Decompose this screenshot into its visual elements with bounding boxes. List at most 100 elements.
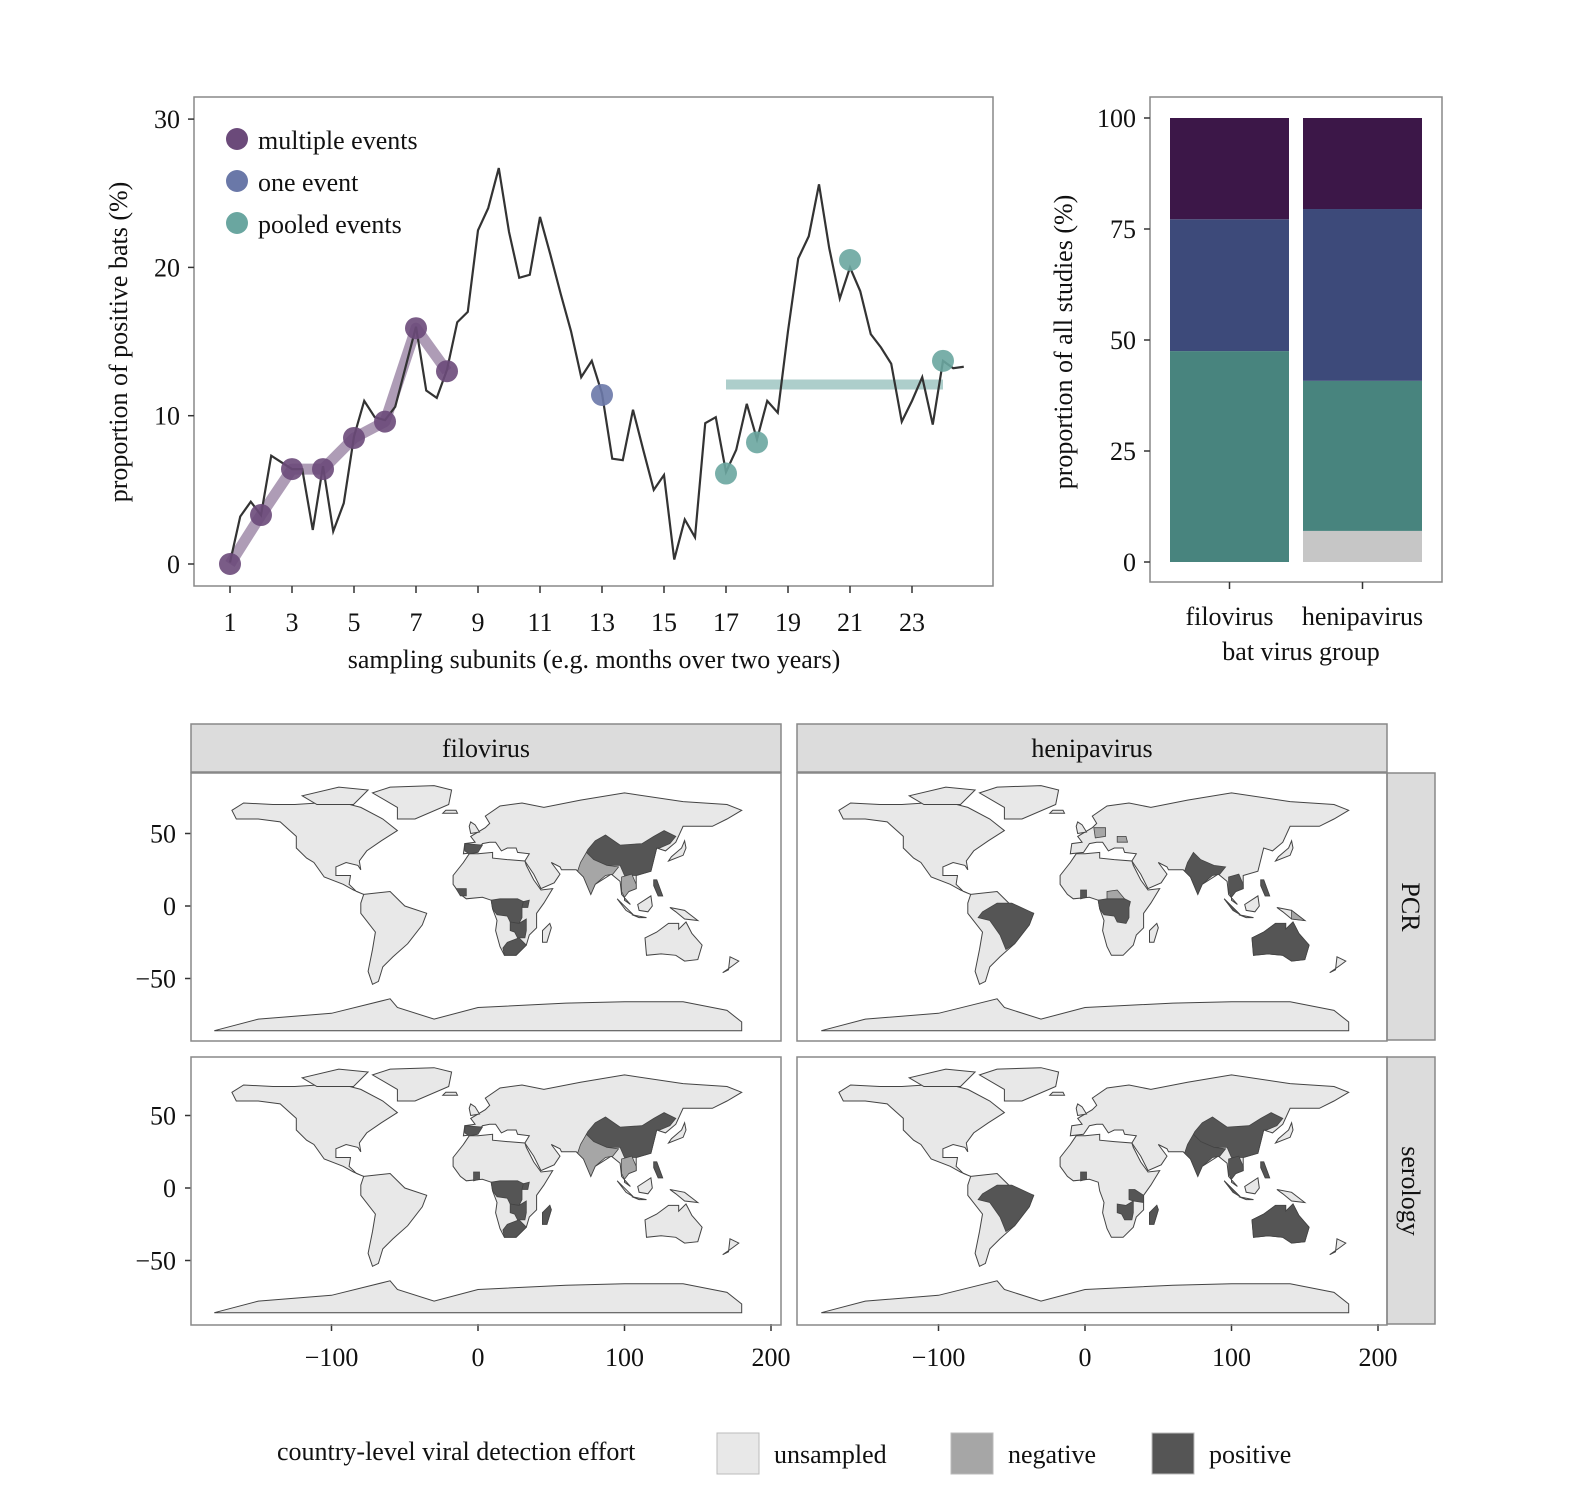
bar-segment <box>1303 209 1422 381</box>
y-tick-label: 25 <box>1110 437 1136 466</box>
map-panel-frame <box>796 1056 1388 1326</box>
y-tick-label: 0 <box>163 892 176 921</box>
multiple-event-point <box>281 458 303 481</box>
legend-swatch <box>226 212 248 234</box>
landmass <box>1244 895 1260 913</box>
facet-strip-serology <box>1386 1056 1436 1325</box>
y-tick-label: 30 <box>154 105 180 134</box>
landmass <box>631 914 647 919</box>
country-positive <box>464 1125 484 1137</box>
landmass <box>1329 956 1347 974</box>
country-positive <box>490 898 524 924</box>
map-panel-filovirus-serology <box>190 1056 782 1326</box>
underlying-series-line <box>228 167 964 563</box>
country-positive <box>509 918 527 939</box>
country-positive <box>1223 1180 1241 1198</box>
landmass <box>669 1189 700 1204</box>
country-positive <box>1228 873 1244 899</box>
landmass <box>360 890 428 986</box>
landmass <box>1329 1238 1347 1256</box>
y-tick-label: 100 <box>1097 104 1136 133</box>
bar-chart: 0 25 50 75 100 filovirus henipavirus proportio… <box>1049 96 1443 666</box>
multiple-event-point <box>312 458 334 481</box>
pooled-event-point <box>746 431 768 454</box>
x-tick-label: 11 <box>527 608 552 637</box>
landmass <box>616 1180 634 1198</box>
country-positive <box>542 1204 552 1225</box>
country-positive <box>490 1180 524 1206</box>
country-positive <box>1149 1204 1159 1225</box>
landmass <box>821 998 1350 1032</box>
y-tick-label: −50 <box>135 965 176 994</box>
landmass <box>1069 792 1350 905</box>
landmass <box>1274 839 1294 863</box>
x-tick-label: −100 <box>912 1343 966 1372</box>
multiple-event-point <box>219 553 241 575</box>
legend-label: unsampled <box>774 1440 887 1469</box>
map-panel-frame <box>190 772 782 1042</box>
x-tick-label: −100 <box>305 1343 359 1372</box>
line-x-axis-label: sampling subunits (e.g. months over two … <box>348 645 841 674</box>
landmass <box>542 922 552 943</box>
x-tick-label: 5 <box>348 608 361 637</box>
bar-segment <box>1303 380 1422 531</box>
x-tick-label: 0 <box>472 1343 485 1372</box>
country-positive <box>1260 1161 1271 1179</box>
landmass <box>1149 922 1159 943</box>
x-tick-label: 7 <box>410 608 423 637</box>
landmass <box>838 801 1006 895</box>
landmass <box>1048 809 1066 814</box>
country-positive <box>1184 851 1227 896</box>
landmass <box>1238 914 1254 919</box>
pooled-event-point <box>839 248 861 271</box>
landmass <box>667 1121 687 1145</box>
legend-label: pooled events <box>258 210 402 239</box>
x-tick-label: 200 <box>1359 1343 1398 1372</box>
landmass <box>441 1091 459 1096</box>
country-positive <box>502 1219 527 1238</box>
line-legend: multiple events one event pooled events <box>226 126 418 239</box>
landmass <box>631 1196 647 1201</box>
bar-segment <box>1303 118 1422 210</box>
map-legend: country-level viral detection effort uns… <box>277 1432 1291 1475</box>
map-facets: filovirus −100 0 100 200 henipavirus −100 0 100 2… <box>135 723 1436 1372</box>
landmass <box>468 1103 481 1117</box>
facet-label: henipavirus <box>1031 734 1152 763</box>
country-positive <box>502 937 527 956</box>
facet-label: filovirus <box>442 734 530 763</box>
map-panel-filovirus-PCR <box>190 772 782 1042</box>
country-positive <box>653 1161 664 1179</box>
multiple-event-point <box>405 317 427 340</box>
x-tick-label: 21 <box>837 608 863 637</box>
y-tick-label: 20 <box>154 253 180 282</box>
landmass <box>838 1083 1006 1177</box>
landmass <box>1059 1133 1161 1238</box>
legend-label: one event <box>258 168 359 197</box>
landmass <box>978 785 1060 820</box>
facet-strip-henipavirus <box>796 723 1388 773</box>
country-negative <box>621 1155 637 1181</box>
facet-strip-PCR <box>1386 772 1436 1041</box>
pooled-event-point <box>715 462 737 485</box>
y-tick-label: 0 <box>167 550 180 579</box>
legend-label: positive <box>1209 1440 1291 1469</box>
map-legend-title: country-level viral detection effort <box>277 1437 636 1466</box>
pooled-event-point <box>932 349 954 372</box>
map-content <box>214 785 743 1032</box>
x-tick-label: 23 <box>899 608 925 637</box>
country-positive <box>464 843 484 855</box>
line-plot-frame <box>193 96 994 587</box>
map-content <box>214 1067 743 1314</box>
legend-swatch-unsampled <box>716 1432 760 1475</box>
map-panel-frame <box>796 772 1388 1042</box>
multiple-event-point <box>436 360 458 383</box>
landmass <box>722 1238 740 1256</box>
country-negative <box>1106 889 1126 900</box>
landmass <box>978 1067 1060 1102</box>
landmass <box>667 839 687 863</box>
landmass <box>300 786 370 805</box>
x-tick-label: 100 <box>1212 1343 1251 1372</box>
landmass <box>637 1176 653 1195</box>
y-tick-label: 50 <box>150 1102 176 1131</box>
